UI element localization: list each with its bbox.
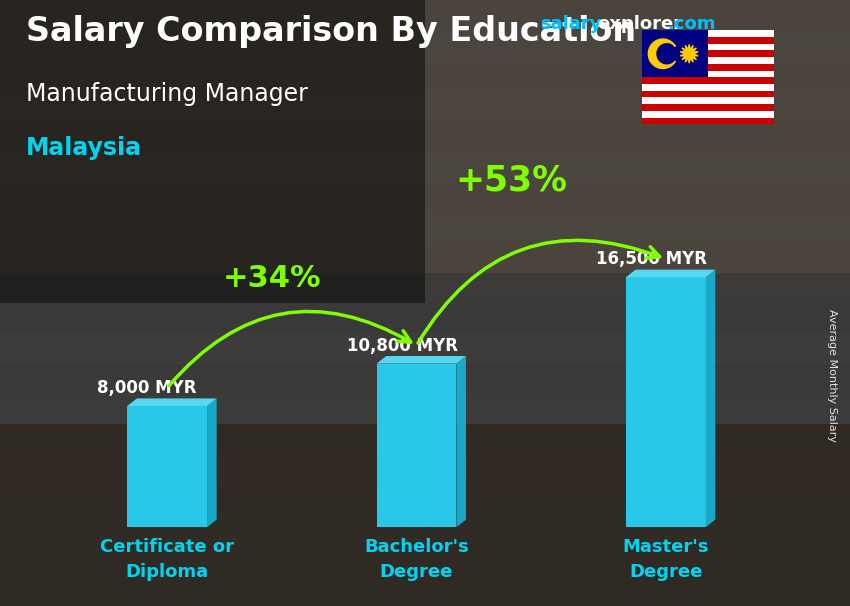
Bar [642,111,774,118]
Bar [642,37,774,44]
Text: +34%: +34% [223,264,321,293]
Bar [0,121,850,152]
Text: 8,000 MYR: 8,000 MYR [98,379,197,397]
Polygon shape [128,399,217,406]
Bar [642,98,774,104]
Bar [377,364,456,527]
Polygon shape [649,39,676,68]
Bar [0,0,425,303]
Bar [642,118,774,124]
Bar [0,152,850,182]
Bar [642,84,774,91]
Bar [0,364,850,394]
Polygon shape [626,270,716,278]
Bar [0,303,850,333]
Bar [0,273,850,303]
Bar [0,394,850,424]
Bar [0,515,850,545]
Text: 16,500 MYR: 16,500 MYR [596,250,707,268]
Bar [642,30,774,37]
Bar [0,182,850,212]
Bar [0,485,850,515]
Bar [0,30,850,61]
Text: Average Monthly Salary: Average Monthly Salary [827,309,837,442]
Bar [0,333,850,364]
Text: Manufacturing Manager: Manufacturing Manager [26,82,308,106]
Bar [642,77,774,84]
Bar [642,104,774,111]
Bar [642,57,774,64]
Bar [642,50,774,57]
Polygon shape [207,399,217,527]
Bar [0,0,850,273]
Bar [0,212,850,242]
Bar [642,91,774,98]
Polygon shape [706,270,716,527]
Bar [642,64,774,70]
Polygon shape [377,356,466,364]
Text: 10,800 MYR: 10,800 MYR [347,336,457,355]
Bar [642,44,774,50]
Bar [0,545,850,576]
Bar [0,424,850,454]
Bar [642,70,774,77]
Bar [0,61,850,91]
Text: .com: .com [667,15,716,33]
Bar [0,576,850,606]
Polygon shape [456,356,466,527]
Text: +53%: +53% [456,163,567,198]
Text: explorer: explorer [598,15,683,33]
Bar [128,406,207,527]
Bar [0,454,850,485]
Bar [626,278,706,527]
Bar [642,30,707,77]
Text: Malaysia: Malaysia [26,136,141,161]
Bar [0,242,850,273]
Bar [0,424,850,606]
Bar [0,91,850,121]
Text: Salary Comparison By Education: Salary Comparison By Education [26,15,636,48]
Polygon shape [680,44,698,63]
Bar [0,0,850,30]
Text: salary: salary [540,15,601,33]
